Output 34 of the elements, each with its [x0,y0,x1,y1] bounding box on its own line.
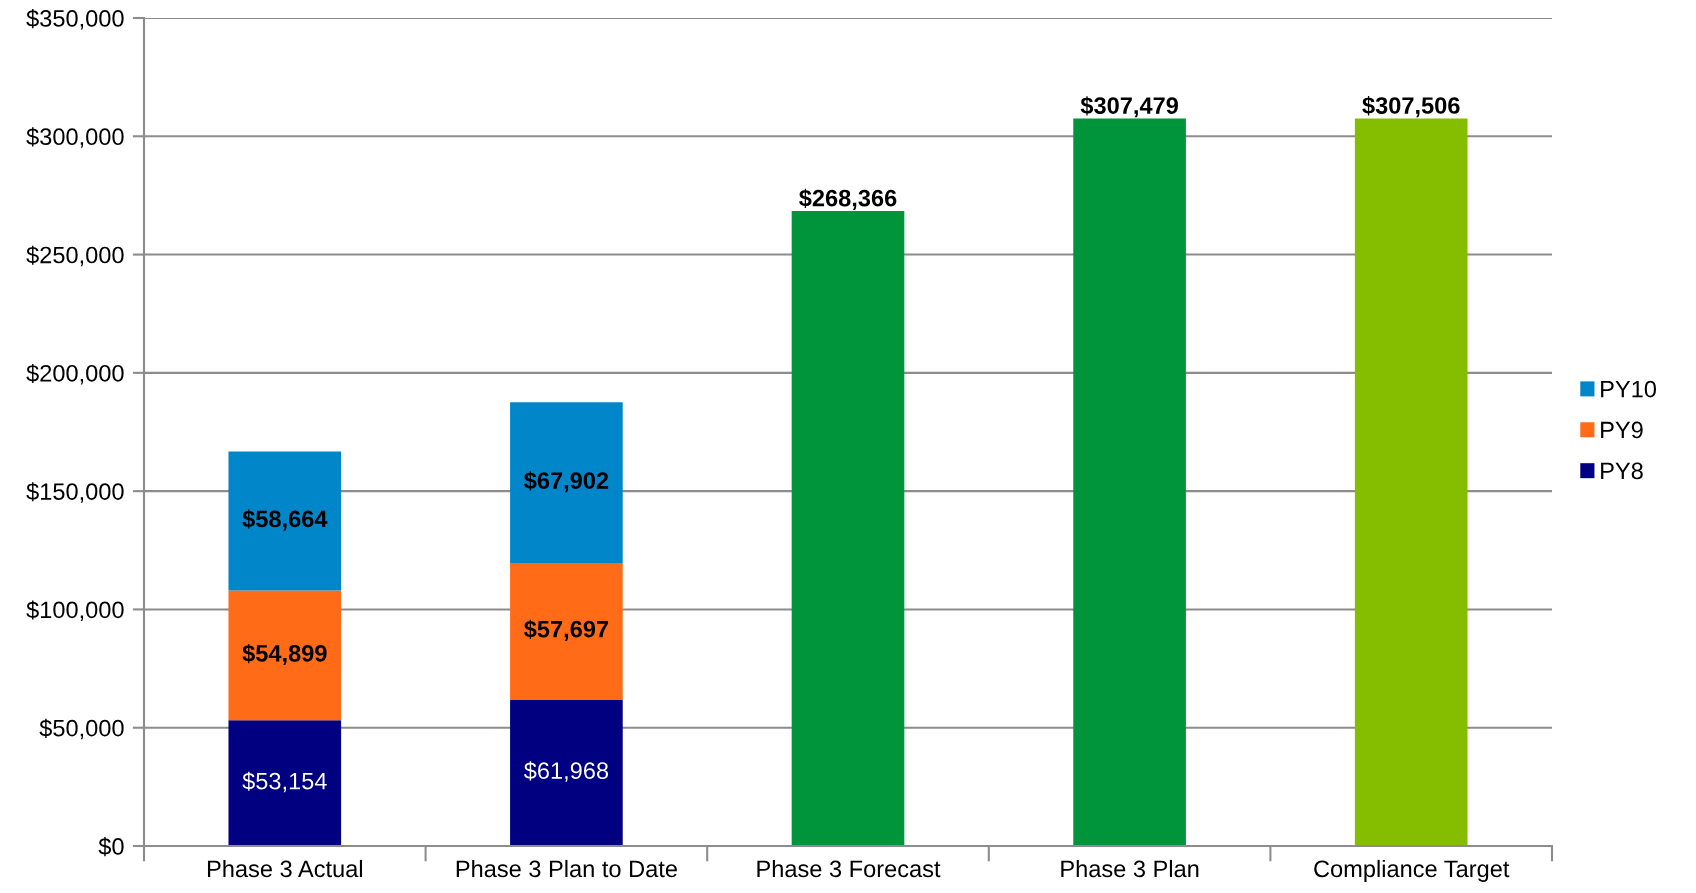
x-tick-label: Phase 3 Plan [1061,859,1199,878]
legend-label: PY8 [1601,462,1643,480]
y-tick-label: $50,000 [39,718,124,740]
data-label: $307,506 [1362,96,1460,118]
bar [1073,118,1186,846]
y-tick-label: $300,000 [26,127,124,148]
data-label: $57,697 [524,619,609,641]
bar [228,451,342,591]
x-tick-label: Phase 3 Actual [207,859,362,878]
data-label: $58,664 [242,509,328,531]
bar [510,402,623,563]
y-tick-label: $250,000 [26,245,124,267]
bar [510,699,623,846]
y-tick-label: $150,000 [26,482,124,503]
data-label: $67,902 [524,471,609,493]
bar [791,211,905,846]
y-tick-label: $350,000 [26,9,124,30]
x-tick-label: Phase 3 Forecast [757,859,941,878]
data-label: $54,899 [242,643,327,666]
bar [228,720,342,846]
x-tick-label: Phase 3 Plan to Date [456,859,677,878]
legend-label: PY9 [1601,421,1643,439]
bar [1354,118,1468,846]
legend-label: PY10 [1601,380,1657,398]
x-tick-label: Compliance Target [1314,859,1510,882]
y-tick-label: $100,000 [26,600,124,622]
y-tick-label: $0 [98,837,124,857]
data-label: $61,968 [523,761,609,782]
data-label: $307,479 [1080,96,1178,118]
bar [510,562,623,700]
data-label: $53,154 [242,771,327,793]
y-tick-label: $200,000 [26,363,124,385]
data-label: $268,366 [799,188,897,210]
bar [228,590,342,721]
